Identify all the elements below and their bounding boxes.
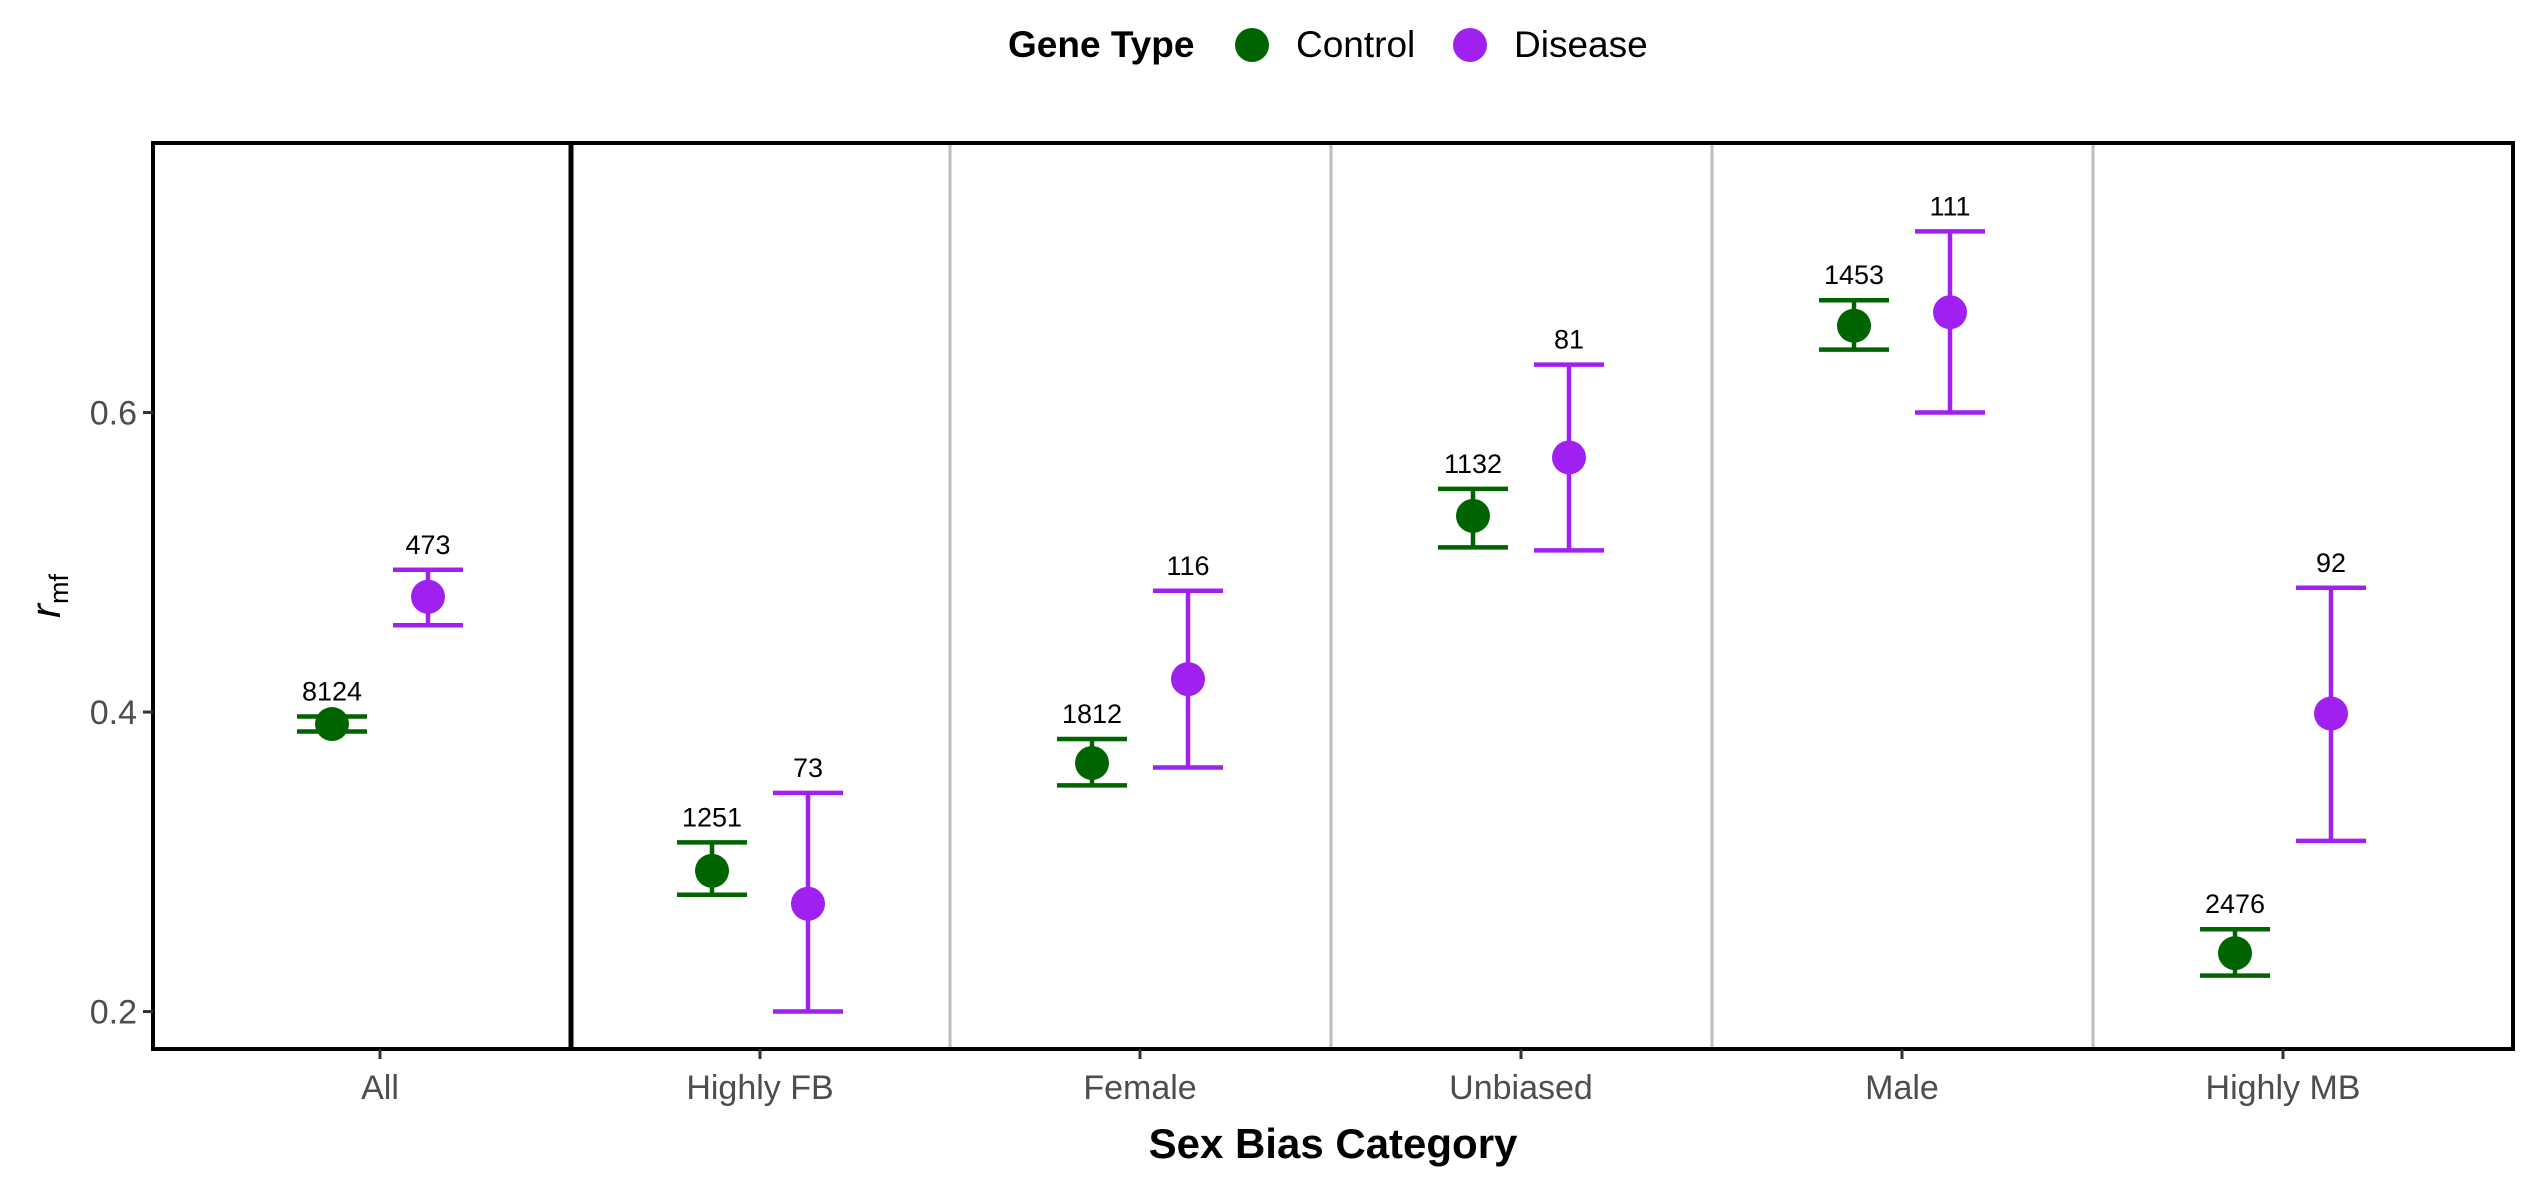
disease-count-label: 73 bbox=[793, 753, 823, 783]
disease-count-label: 116 bbox=[1166, 551, 1209, 581]
disease-point bbox=[411, 579, 445, 614]
y-tick-label: 0.6 bbox=[90, 395, 137, 433]
control-count-label: 1132 bbox=[1444, 449, 1502, 479]
legend-title: Gene Type bbox=[1008, 24, 1194, 65]
x-axis: All Highly FB Female Unbiased Male Highly MB bbox=[361, 1049, 2360, 1107]
control-point bbox=[1456, 498, 1490, 533]
control-count-label: 2476 bbox=[2205, 889, 2265, 919]
y-axis-title-main: r bbox=[22, 602, 69, 618]
disease-count-label: 473 bbox=[405, 530, 450, 560]
disease-count-label: 92 bbox=[2316, 548, 2346, 578]
control-point bbox=[695, 853, 729, 888]
control-count-label: 1812 bbox=[1062, 699, 1122, 729]
disease-point bbox=[1171, 662, 1205, 697]
disease-point bbox=[791, 886, 825, 921]
plot-border bbox=[151, 141, 2515, 1051]
disease-count-label: 81 bbox=[1554, 325, 1584, 355]
control-point bbox=[1837, 308, 1871, 343]
svg-text:rmf: rmf bbox=[22, 574, 74, 618]
x-tick-label: Female bbox=[1083, 1069, 1196, 1107]
disease-count-label: 111 bbox=[1929, 191, 1970, 221]
legend-disease-label: Disease bbox=[1514, 24, 1648, 65]
control-point bbox=[2218, 936, 2252, 971]
data-marks: 8124 1251 1812 1132 1453 2476 473 73 116 81 111 92 bbox=[297, 191, 2366, 1014]
y-tick-label: 0.4 bbox=[90, 694, 137, 732]
disease-point bbox=[1552, 440, 1586, 475]
control-count-label: 1453 bbox=[1824, 260, 1884, 290]
legend-control-label: Control bbox=[1296, 24, 1415, 65]
control-point bbox=[1075, 745, 1109, 780]
y-tick-label: 0.2 bbox=[90, 994, 137, 1032]
category-separators bbox=[568, 143, 2095, 1049]
legend-disease-marker bbox=[1453, 28, 1487, 62]
legend-control-marker bbox=[1235, 28, 1269, 62]
y-axis: 0.2 0.4 0.6 bbox=[90, 395, 153, 1032]
disease-point bbox=[1933, 295, 1967, 330]
disease-point bbox=[2314, 696, 2348, 731]
x-tick-label: Highly MB bbox=[2206, 1069, 2361, 1107]
x-tick-label: Unbiased bbox=[1449, 1069, 1593, 1107]
plot-panel bbox=[153, 143, 2513, 1049]
x-tick-label: Male bbox=[1865, 1069, 1939, 1107]
y-axis-title: rmf bbox=[22, 574, 74, 618]
y-axis-title-sub: mf bbox=[44, 574, 74, 604]
x-tick-label: Highly FB bbox=[686, 1069, 833, 1107]
x-axis-title: Sex Bias Category bbox=[1149, 1120, 1518, 1167]
x-tick-label: All bbox=[361, 1069, 399, 1107]
control-count-label: 1251 bbox=[682, 802, 742, 832]
control-point bbox=[315, 707, 349, 742]
control-count-label: 8124 bbox=[302, 677, 362, 707]
legend: Gene Type Control Disease bbox=[1008, 24, 1648, 65]
